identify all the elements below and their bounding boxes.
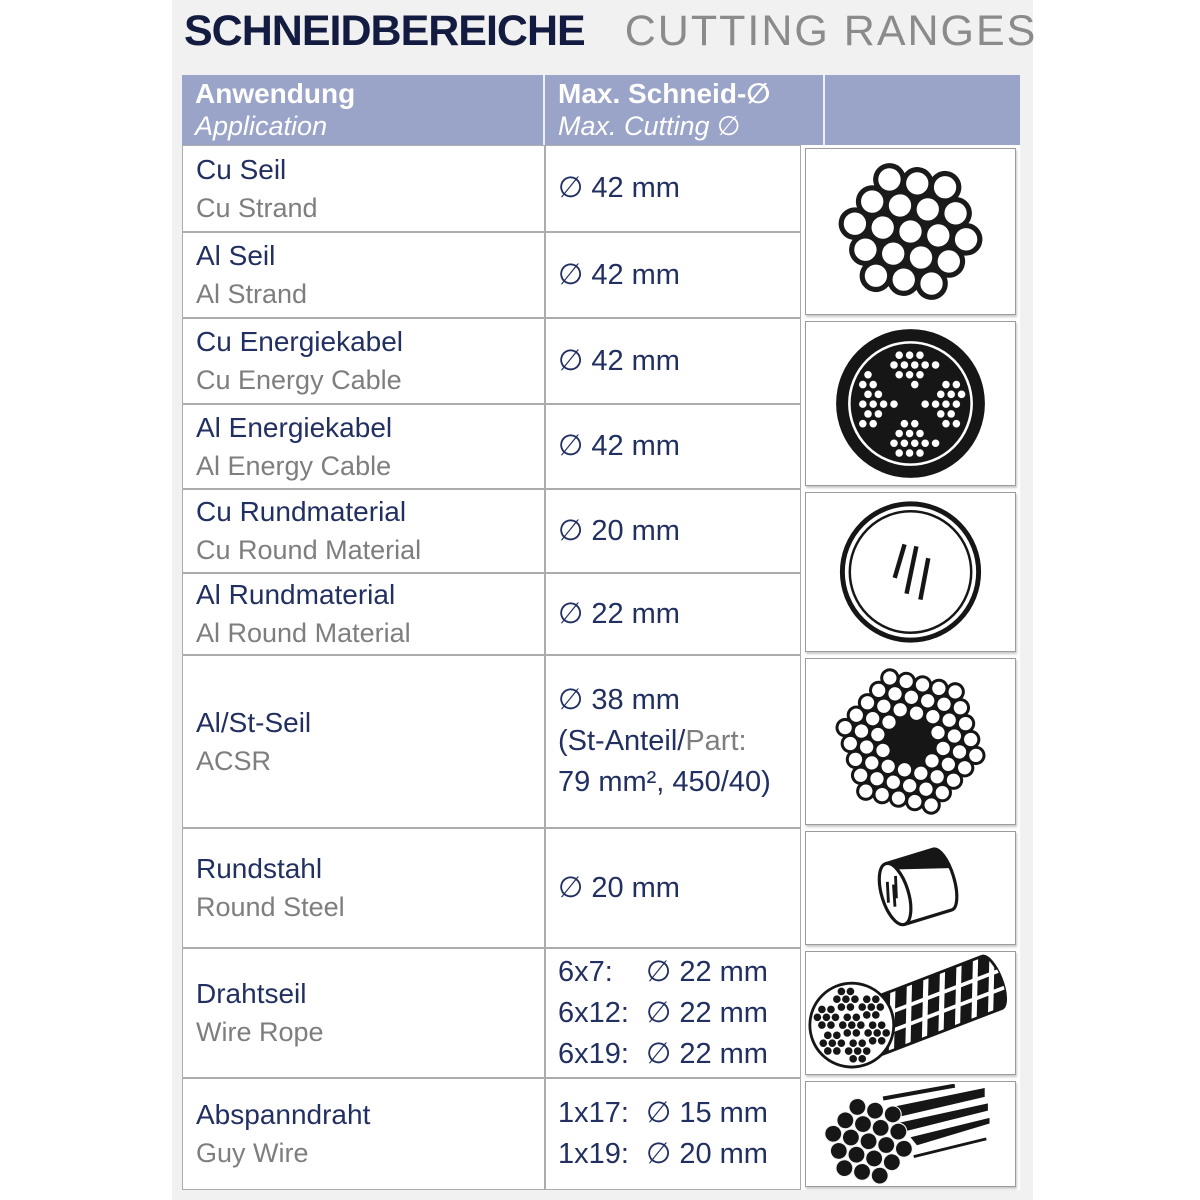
abspanndraht-de: Abspanndraht: [196, 1099, 371, 1130]
guy-wire-icon: [824, 1084, 990, 1184]
cu-seil-de: Cu Seil: [196, 153, 287, 185]
row-al-st-seil-value: ∅ 38 mm (St-Anteil/Part: 79 mm², 450/40): [545, 655, 801, 828]
row-cu-energiekabel-name: Cu Energiekabel Cu Energy Cable: [182, 318, 545, 404]
row-al-energiekabel-value: ∅ 42 mm: [545, 404, 801, 489]
row-cu-rundmaterial-name: Cu Rundmaterial Cu Round Material: [182, 489, 545, 573]
energy-cable-image-cell: [805, 321, 1016, 486]
cu-energiekabel-en: Cu Energy Cable: [196, 365, 402, 395]
row-drahtseil-name: Drahtseil Wire Rope: [182, 948, 545, 1078]
header-max-cutting-de: Max. Schneid-∅: [558, 78, 771, 109]
wire-rope-icon: [808, 954, 1008, 1069]
drahtseil-en: Wire Rope: [196, 1017, 324, 1047]
round-material-image-cell: [805, 492, 1016, 652]
row-cu-rundmaterial-value: ∅ 20 mm: [545, 489, 801, 573]
cu-rundmaterial-en: Cu Round Material: [196, 535, 422, 565]
row-rundstahl-name: Rundstahl Round Steel: [182, 828, 545, 948]
al-energiekabel-en: Al Energy Cable: [196, 450, 392, 481]
row-abspanndraht-name: Abspanndraht Guy Wire: [182, 1078, 545, 1190]
al-rundmaterial-en: Al Round Material: [196, 618, 411, 648]
row-drahtseil-value: 6x7: ∅ 22 mm 6x12: ∅ 22 mm 6x19: ∅ 22 mm: [545, 948, 801, 1078]
rundstahl-de: Rundstahl: [196, 853, 323, 884]
acsr-cross-section-icon: [835, 668, 986, 815]
header-application-de: Anwendung: [195, 78, 356, 109]
round-steel-bar-icon: [877, 847, 959, 927]
al-st-seil-de: Al/St-Seil: [196, 706, 312, 738]
energy-cable-cross-section-icon: [836, 329, 985, 478]
al-energiekabel-de: Al Energiekabel: [196, 411, 393, 443]
cu-seil-en: Cu Strand: [196, 192, 318, 223]
row-al-seil-value: ∅ 42 mm: [545, 232, 801, 318]
row-cu-seil-value: ∅ 42 mm: [545, 145, 801, 232]
acsr-note-en: Part:: [685, 725, 747, 757]
round-material-cross-section-icon: [839, 501, 982, 643]
title-german: SCHNEIDBEREICHE: [184, 6, 586, 55]
acsr-note-de: (St-Anteil/: [558, 725, 686, 757]
row-cu-seil-name: Cu Seil Cu Strand: [182, 145, 545, 232]
row-al-seil-name: Al Seil Al Strand: [182, 232, 545, 318]
header-image-column: [825, 75, 1020, 145]
title-english: CUTTING RANGES: [624, 6, 1038, 55]
row-rundstahl-value: ∅ 20 mm: [545, 828, 801, 948]
row-al-st-seil-name: Al/St-Seil ACSR: [182, 655, 545, 828]
content-panel: SCHNEIDBEREICHE CUTTING RANGES Anwendung…: [172, 0, 1035, 1200]
header-max-cutting: Max. Schneid-∅ Max. Cutting ∅: [545, 75, 825, 145]
row-al-rundmaterial-name: Al Rundmaterial Al Round Material: [182, 573, 545, 655]
acsr-note-line2: 79 mm², 450/40): [558, 766, 771, 798]
table-header: Anwendung Application Max. Schneid-∅ Max…: [182, 75, 1020, 145]
round-steel-image-cell: [805, 831, 1016, 945]
al-seil-de: Al Seil: [196, 240, 276, 271]
guy-wire-image-cell: [805, 1081, 1016, 1187]
wire-rope-image-cell: [805, 951, 1016, 1075]
row-cu-energiekabel-value: ∅ 42 mm: [545, 318, 801, 404]
al-seil-en: Al Strand: [196, 279, 308, 309]
row-al-rundmaterial-value: ∅ 22 mm: [545, 573, 801, 655]
al-rundmaterial-de: Al Rundmaterial: [196, 579, 396, 610]
strand-image-cell: [805, 148, 1016, 315]
strand-cross-section-icon: [838, 163, 983, 300]
row-abspanndraht-value: 1x17: ∅ 15 mm 1x19: ∅ 20 mm: [545, 1078, 801, 1190]
cutting-ranges-table: Cu Seil Cu Strand ∅ 42 mm Al Seil Al Str…: [182, 145, 1020, 1190]
rundstahl-en: Round Steel: [196, 892, 345, 922]
abspanndraht-en: Guy Wire: [196, 1138, 309, 1168]
al-st-seil-en: ACSR: [196, 745, 272, 776]
header-application: Anwendung Application: [182, 75, 545, 145]
page-title: SCHNEIDBEREICHE CUTTING RANGES: [184, 0, 1037, 62]
cu-rundmaterial-de: Cu Rundmaterial: [196, 496, 407, 527]
row-al-energiekabel-name: Al Energiekabel Al Energy Cable: [182, 404, 545, 489]
header-application-en: Application: [195, 111, 328, 141]
header-max-cutting-en: Max. Cutting ∅: [558, 111, 741, 141]
acsr-image-cell: [805, 658, 1016, 825]
cu-energiekabel-de: Cu Energiekabel: [196, 326, 404, 357]
drahtseil-de: Drahtseil: [196, 978, 307, 1009]
